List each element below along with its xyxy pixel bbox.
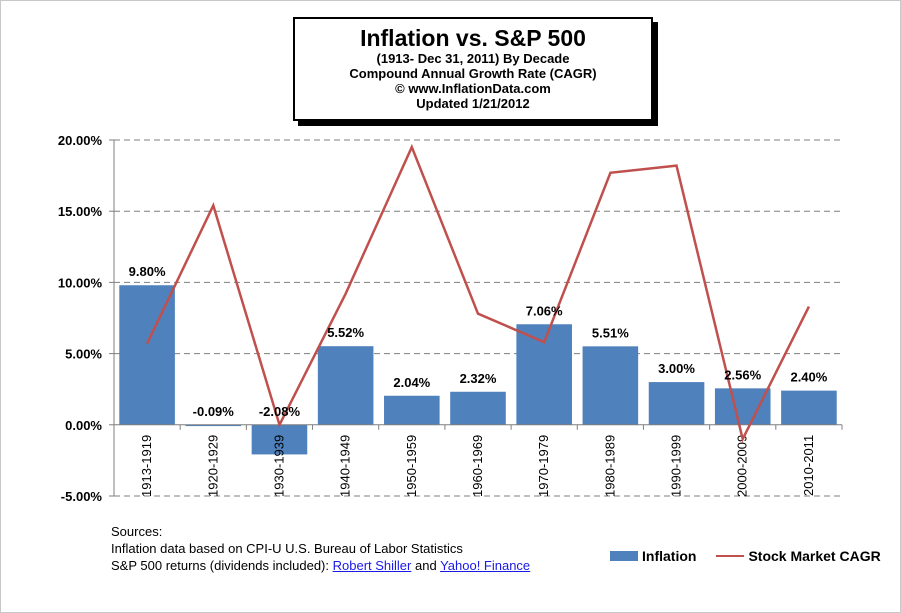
- chart-subtitle-copyright: © www.InflationData.com: [395, 81, 551, 96]
- x-tick-label: 1920-1929: [205, 435, 220, 497]
- x-tick-label: 1930-1939: [271, 435, 286, 497]
- legend-stock-swatch: [716, 555, 745, 557]
- sources-inflation: Inflation data based on CPI-U U.S. Burea…: [111, 541, 463, 556]
- bar-1940-1949: [317, 346, 374, 425]
- sources-note: Sources: Inflation data based on CPI-U U…: [111, 523, 530, 574]
- chart-subtitle-metric: Compound Annual Growth Rate (CAGR): [349, 66, 597, 81]
- y-tick-label: -5.00%: [61, 489, 103, 504]
- data-label-1950-1959: 2.04%: [393, 375, 430, 390]
- sources-sp500-prefix: S&P 500 returns (dividends included):: [111, 558, 333, 573]
- bar-2000-2009: [714, 388, 771, 425]
- data-label-1920-1929: -0.09%: [193, 404, 235, 419]
- legend-inflation-swatch: [610, 551, 638, 561]
- bar-1913-1919: [119, 285, 175, 425]
- x-tick-label: 1950-1959: [404, 435, 419, 497]
- data-label-1930-1939: -2.08%: [259, 404, 301, 419]
- sources-sp500: S&P 500 returns (dividends included): Ro…: [111, 557, 530, 574]
- bar-1980-1989: [582, 346, 639, 425]
- y-tick-label: 0.00%: [65, 418, 102, 433]
- bar-2010-2011: [781, 390, 837, 425]
- y-tick-label: 5.00%: [65, 347, 102, 362]
- y-tick-label: 15.00%: [58, 204, 103, 219]
- sources-heading: Sources:: [111, 524, 163, 539]
- data-label-2000-2009: 2.56%: [724, 367, 761, 382]
- data-label-1980-1989: 5.51%: [592, 325, 629, 340]
- y-tick-label: 10.00%: [58, 275, 103, 290]
- yahoo-finance-link[interactable]: Yahoo! Finance: [440, 558, 531, 573]
- x-tick-label: 1980-1989: [602, 435, 617, 497]
- data-label-1990-1999: 3.00%: [658, 361, 695, 376]
- bar-1930-1939: [251, 424, 308, 455]
- x-tick-label: 2010-2011: [801, 435, 816, 496]
- legend-stock-label: Stock Market CAGR: [748, 548, 881, 564]
- chart-subtitle-period: (1913- Dec 31, 2011) By Decade: [376, 51, 570, 66]
- data-label-2010-2011: 2.40%: [790, 370, 827, 385]
- bar-1960-1969: [450, 391, 506, 425]
- x-tick-label: 2000-2009: [735, 435, 750, 497]
- chart-title-box: Inflation vs. S&P 500 (1913- Dec 31, 201…: [293, 17, 653, 121]
- bar-1990-1999: [648, 382, 705, 425]
- data-label-1913-1919: 9.80%: [129, 264, 166, 279]
- x-tick-label: 1913-1919: [139, 435, 154, 497]
- x-tick-label: 1990-1999: [669, 435, 684, 497]
- chart-subtitle-updated: Updated 1/21/2012: [416, 96, 530, 111]
- data-label-1940-1949: 5.52%: [327, 325, 364, 340]
- bar-1920-1929: [185, 424, 242, 427]
- x-tick-label: 1970-1979: [536, 435, 551, 497]
- x-tick-label: 1960-1969: [470, 435, 485, 497]
- y-tick-label: 20.00%: [58, 133, 103, 148]
- chart-title: Inflation vs. S&P 500: [360, 25, 586, 51]
- x-tick-label: 1940-1949: [338, 435, 353, 497]
- chart-legend: Inflation Stock Market CAGR: [610, 548, 881, 564]
- sources-and: and: [411, 558, 441, 573]
- data-label-1970-1979: 7.06%: [526, 303, 563, 318]
- legend-inflation-label: Inflation: [642, 548, 697, 564]
- data-label-1960-1969: 2.32%: [460, 371, 497, 386]
- robert-shiller-link[interactable]: Robert Shiller: [332, 558, 412, 573]
- bar-1950-1959: [384, 395, 440, 425]
